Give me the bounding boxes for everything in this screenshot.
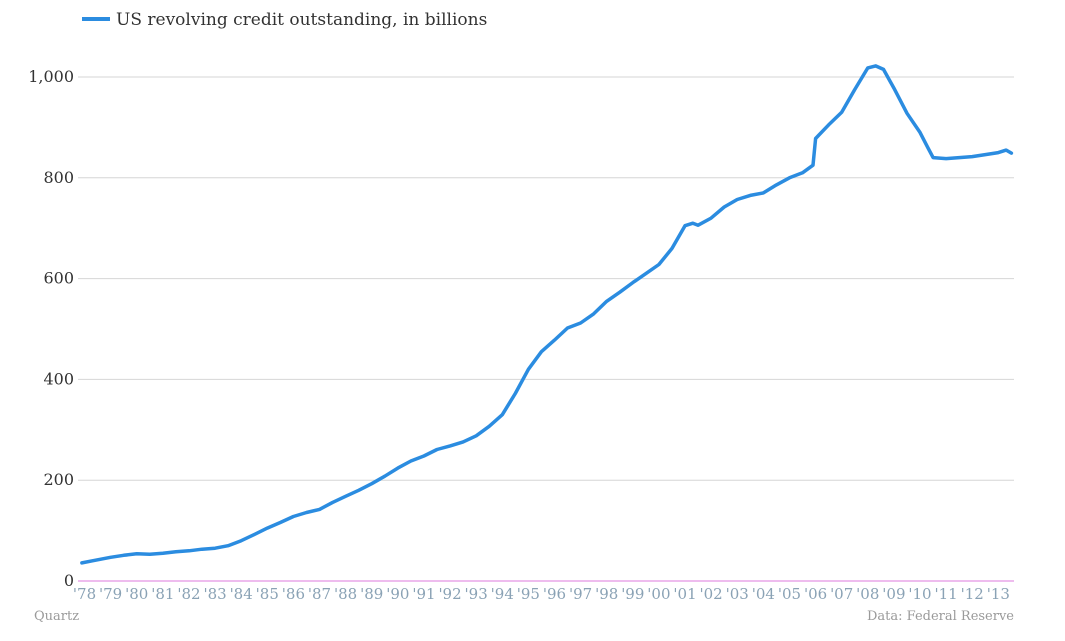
- x-tick-label: '09: [882, 585, 905, 603]
- x-tick-label: '84: [230, 585, 253, 603]
- x-tick-label: '88: [334, 585, 357, 603]
- x-tick-label: '06: [804, 585, 827, 603]
- x-tick-label: '87: [308, 585, 331, 603]
- x-tick-label: '03: [726, 585, 749, 603]
- x-tick-label: '95: [517, 585, 540, 603]
- y-tick-label: 600: [43, 269, 74, 288]
- x-tick-label: '10: [908, 585, 931, 603]
- x-tick-label: '97: [569, 585, 592, 603]
- legend: US revolving credit outstanding, in bill…: [82, 10, 487, 30]
- x-tick-label: '79: [99, 585, 122, 603]
- x-axis-ticks: '78'79'80'81'82'83'84'85'86'87'88'89'90 '…: [73, 585, 1010, 603]
- y-tick-label: 1,000: [28, 67, 74, 86]
- y-axis-ticks: 0 200 400 600 800 1,000: [28, 67, 74, 590]
- footer-publisher: Quartz: [34, 609, 79, 624]
- y-tick-label: 0: [64, 571, 74, 590]
- y-tick-label: 800: [43, 168, 74, 187]
- x-tick-label: '99: [621, 585, 644, 603]
- x-tick-label: '85: [256, 585, 279, 603]
- gridlines: [78, 76, 1014, 582]
- x-tick-label: '00: [647, 585, 670, 603]
- x-tick-label: '92: [438, 585, 461, 603]
- x-tick-label: '08: [856, 585, 879, 603]
- x-tick-label: '83: [203, 585, 226, 603]
- x-tick-label: '01: [673, 585, 696, 603]
- series-group: [80, 64, 1014, 565]
- x-tick-label: '86: [282, 585, 305, 603]
- y-tick-label: 200: [43, 470, 74, 489]
- x-tick-label: '07: [830, 585, 853, 603]
- x-tick-label: '12: [961, 585, 984, 603]
- footer-data-source: Data: Federal Reserve: [867, 609, 1014, 624]
- x-tick-label: '82: [177, 585, 200, 603]
- x-tick-label: '91: [412, 585, 435, 603]
- y-tick-label: 400: [43, 369, 74, 388]
- x-tick-label: '98: [595, 585, 618, 603]
- x-tick-label: '11: [935, 585, 958, 603]
- x-tick-label: '04: [752, 585, 775, 603]
- series-line: [80, 64, 1014, 565]
- x-tick-label: '78: [73, 585, 96, 603]
- x-tick-label: '96: [543, 585, 566, 603]
- x-tick-label: '13: [987, 585, 1010, 603]
- x-tick-label: '90: [386, 585, 409, 603]
- x-tick-label: '80: [125, 585, 148, 603]
- x-tick-label: '93: [465, 585, 488, 603]
- x-tick-label: '89: [360, 585, 383, 603]
- footer: Quartz Data: Federal Reserve: [34, 609, 1014, 624]
- x-tick-label: '02: [700, 585, 723, 603]
- x-tick-label: '81: [151, 585, 174, 603]
- x-tick-label: '05: [778, 585, 801, 603]
- x-tick-label: '94: [491, 585, 514, 603]
- legend-label: US revolving credit outstanding, in bill…: [116, 10, 487, 30]
